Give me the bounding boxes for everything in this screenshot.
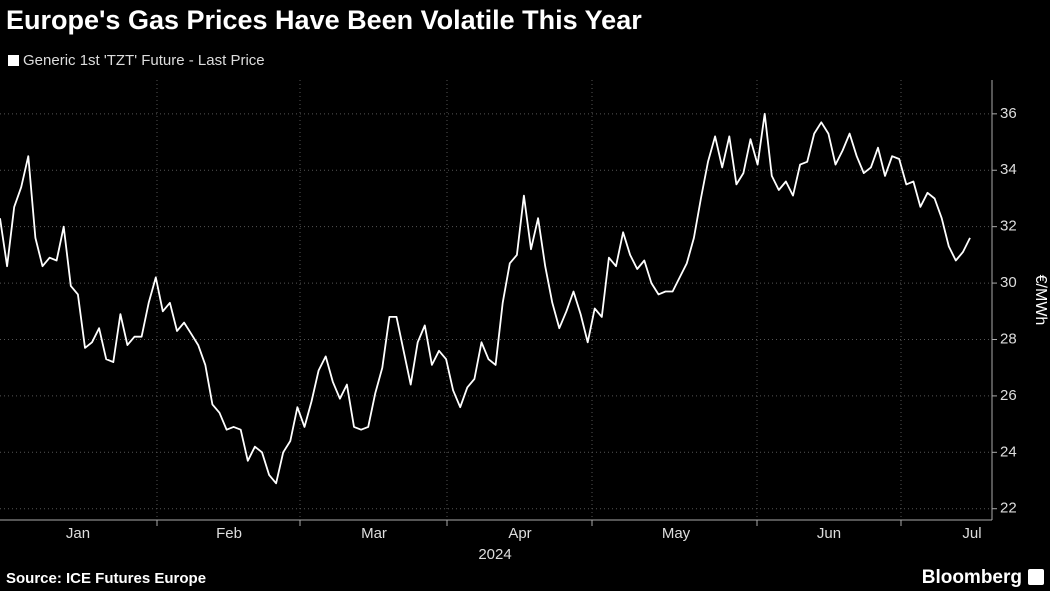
legend-label: Generic 1st 'TZT' Future - Last Price <box>23 52 265 69</box>
x-axis-label: 2024 <box>478 546 511 563</box>
y-tick-label: 22 <box>1000 500 1017 517</box>
y-tick-label: 24 <box>1000 443 1017 460</box>
y-tick-label: 28 <box>1000 330 1017 347</box>
x-tick-label: Jan <box>66 525 90 542</box>
x-tick-label: Jun <box>817 525 841 542</box>
x-tick-label: Apr <box>508 525 531 542</box>
chart-title: Europe's Gas Prices Have Been Volatile T… <box>6 5 642 35</box>
y-tick-label: 36 <box>1000 105 1017 122</box>
x-tick-label: May <box>662 525 691 542</box>
y-tick-label: 26 <box>1000 387 1017 404</box>
x-tick-label: Mar <box>361 525 387 542</box>
x-tick-label: Feb <box>216 525 242 542</box>
y-tick-label: 30 <box>1000 274 1017 291</box>
x-tick-label: Jul <box>962 525 981 542</box>
source: Source: ICE Futures Europe <box>6 570 206 587</box>
y-tick-label: 34 <box>1000 161 1017 178</box>
brand: Bloomberg <box>922 567 1022 588</box>
legend-swatch <box>8 55 19 66</box>
y-axis-label: €/MWh <box>1032 275 1049 326</box>
price-line <box>0 112 971 485</box>
y-tick-label: 32 <box>1000 218 1017 235</box>
brand-icon <box>1028 569 1044 585</box>
